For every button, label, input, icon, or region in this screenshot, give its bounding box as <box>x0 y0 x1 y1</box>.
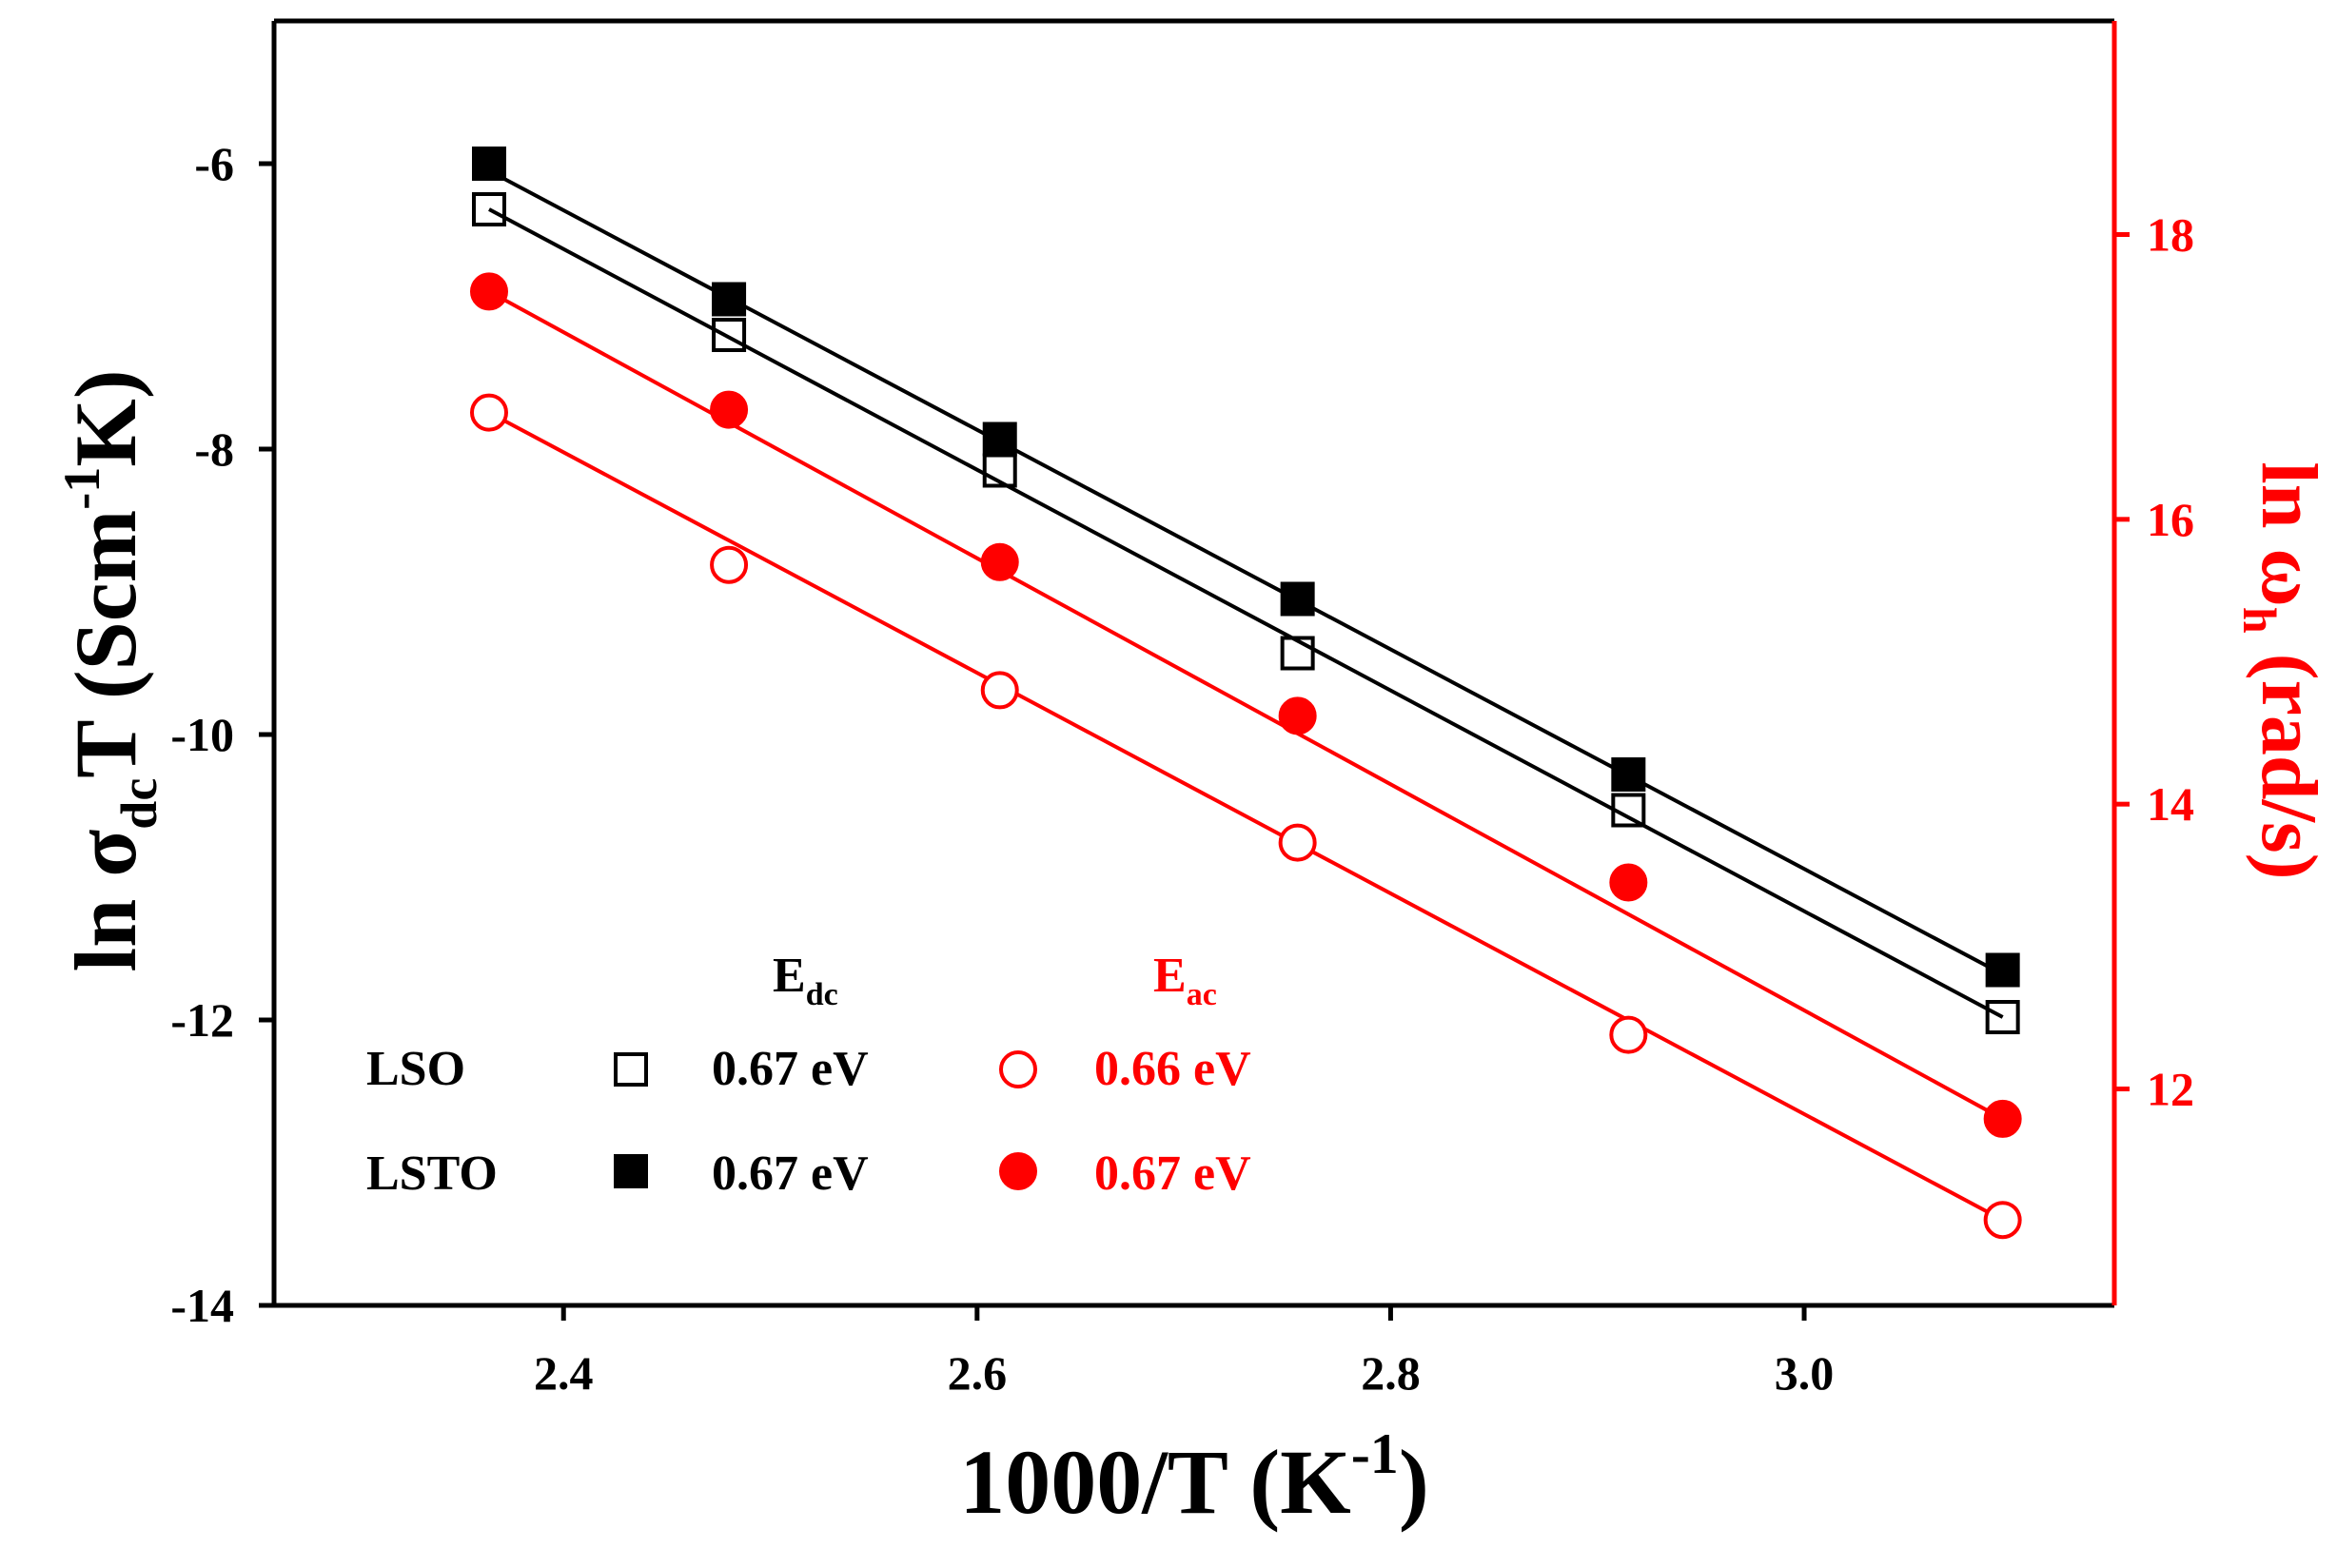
legend-edc-letter: E <box>773 949 806 1003</box>
left-y-tick-label: -8 <box>194 422 234 476</box>
marker-lsto-ac <box>1983 1099 2022 1138</box>
marker-lso-ac <box>710 545 749 584</box>
left-y-tick-label: -12 <box>170 993 234 1047</box>
x-axis-title-end: ) <box>1399 1431 1429 1533</box>
marker-lsto-ac <box>710 390 749 429</box>
right-y-title-end: (rad/s) <box>2245 634 2333 880</box>
legend-square-open-marker <box>614 1052 648 1087</box>
x-tick-label: 3.0 <box>1775 1346 1835 1400</box>
left-y-title-end: K) <box>57 370 154 467</box>
marker-lso-ac <box>1609 1015 1648 1054</box>
legend-row-lso-edc: 0.67 eV <box>712 1042 869 1096</box>
left-y-axis-title: ln σdcT (Scm-1K) <box>53 370 167 972</box>
marker-lsto-dc <box>471 147 506 181</box>
right-y-tick-label: 12 <box>2147 1063 2194 1116</box>
legend-row-lsto-eac: 0.67 eV <box>1094 1147 1251 1201</box>
legend-circle-filled-marker <box>999 1152 1037 1190</box>
legend-eac-letter: E <box>1153 949 1187 1003</box>
marker-lso-ac <box>1983 1201 2022 1240</box>
marker-lsto-ac <box>469 272 508 311</box>
marker-lsto-ac <box>1609 863 1648 902</box>
fit-line-lso-dc <box>488 207 2004 1019</box>
right-y-title-pre: ln ω <box>2245 461 2333 606</box>
left-y-tick-label: -10 <box>170 708 234 761</box>
marker-lso-dc <box>1280 636 1315 671</box>
x-ticks: 2.4 2.6 2.8 3.0 <box>534 1305 1834 1400</box>
marker-lsto-dc <box>982 421 1017 457</box>
left-y-title-mid: T (Scm <box>57 510 154 778</box>
fit-line-lsto-ac <box>488 289 2004 1121</box>
legend-edc-header: Edc <box>773 949 838 1012</box>
x-tick-label: 2.6 <box>948 1346 1008 1400</box>
legend-row-lsto-edc: 0.67 eV <box>712 1147 869 1201</box>
left-y-tick-label: -14 <box>170 1279 234 1332</box>
marker-lso-ac <box>469 393 508 432</box>
left-y-title-sup: -1 <box>53 467 110 510</box>
data-markers <box>469 147 2022 1240</box>
x-axis-title-main: 1000/T (K <box>959 1431 1351 1533</box>
x-tick-label: 2.4 <box>534 1346 594 1400</box>
left-y-title-pre: ln σ <box>57 830 154 972</box>
right-y-tick-label: 16 <box>2147 493 2194 546</box>
left-y-tick-label: -6 <box>194 137 234 190</box>
x-axis-title: 1000/T (K-1) <box>959 1422 1429 1533</box>
marker-lsto-ac <box>980 542 1019 581</box>
marker-lsto-dc <box>1611 757 1646 792</box>
x-axis-title-sup: -1 <box>1351 1422 1399 1485</box>
right-y-title-sub: h <box>2233 607 2287 634</box>
right-y-ticks: 12 14 16 18 <box>2114 208 2194 1116</box>
legend-edc-sub: dc <box>806 977 838 1012</box>
x-tick-label: 2.8 <box>1361 1346 1421 1400</box>
right-y-tick-label: 14 <box>2147 777 2194 831</box>
marker-lsto-ac <box>1278 696 1317 735</box>
legend-eac-sub: ac <box>1187 977 1217 1012</box>
right-y-tick-label: 18 <box>2147 208 2194 262</box>
legend-eac-header: Eac <box>1153 949 1217 1012</box>
marker-lsto-dc <box>1280 581 1315 617</box>
legend-row-lso-sample: LSO <box>366 1042 465 1096</box>
legend-row-lsto-sample: LSTO <box>366 1147 498 1201</box>
legend: Edc Eac LSO 0.67 eV 0.66 eV LSTO 0.67 eV… <box>366 949 1251 1201</box>
marker-lso-dc <box>712 318 747 352</box>
marker-lso-dc <box>471 192 506 226</box>
marker-lso-ac <box>980 671 1019 710</box>
fit-line-lso-ac <box>488 410 2004 1222</box>
right-y-axis-title: ln ωh (rad/s) <box>2233 461 2333 879</box>
left-y-title-sub: dc <box>110 778 167 830</box>
marker-lsto-dc <box>712 282 747 317</box>
legend-circle-open-marker <box>999 1050 1037 1088</box>
left-y-ticks: -6 -8 -10 -12 -14 <box>170 137 274 1332</box>
legend-square-filled-marker <box>614 1154 648 1188</box>
legend-row-lso-eac: 0.66 eV <box>1094 1042 1251 1096</box>
marker-lsto-dc <box>1985 952 2020 988</box>
marker-lso-ac <box>1278 823 1317 862</box>
marker-lso-dc <box>1611 793 1646 828</box>
marker-lso-dc <box>1985 1000 2020 1034</box>
